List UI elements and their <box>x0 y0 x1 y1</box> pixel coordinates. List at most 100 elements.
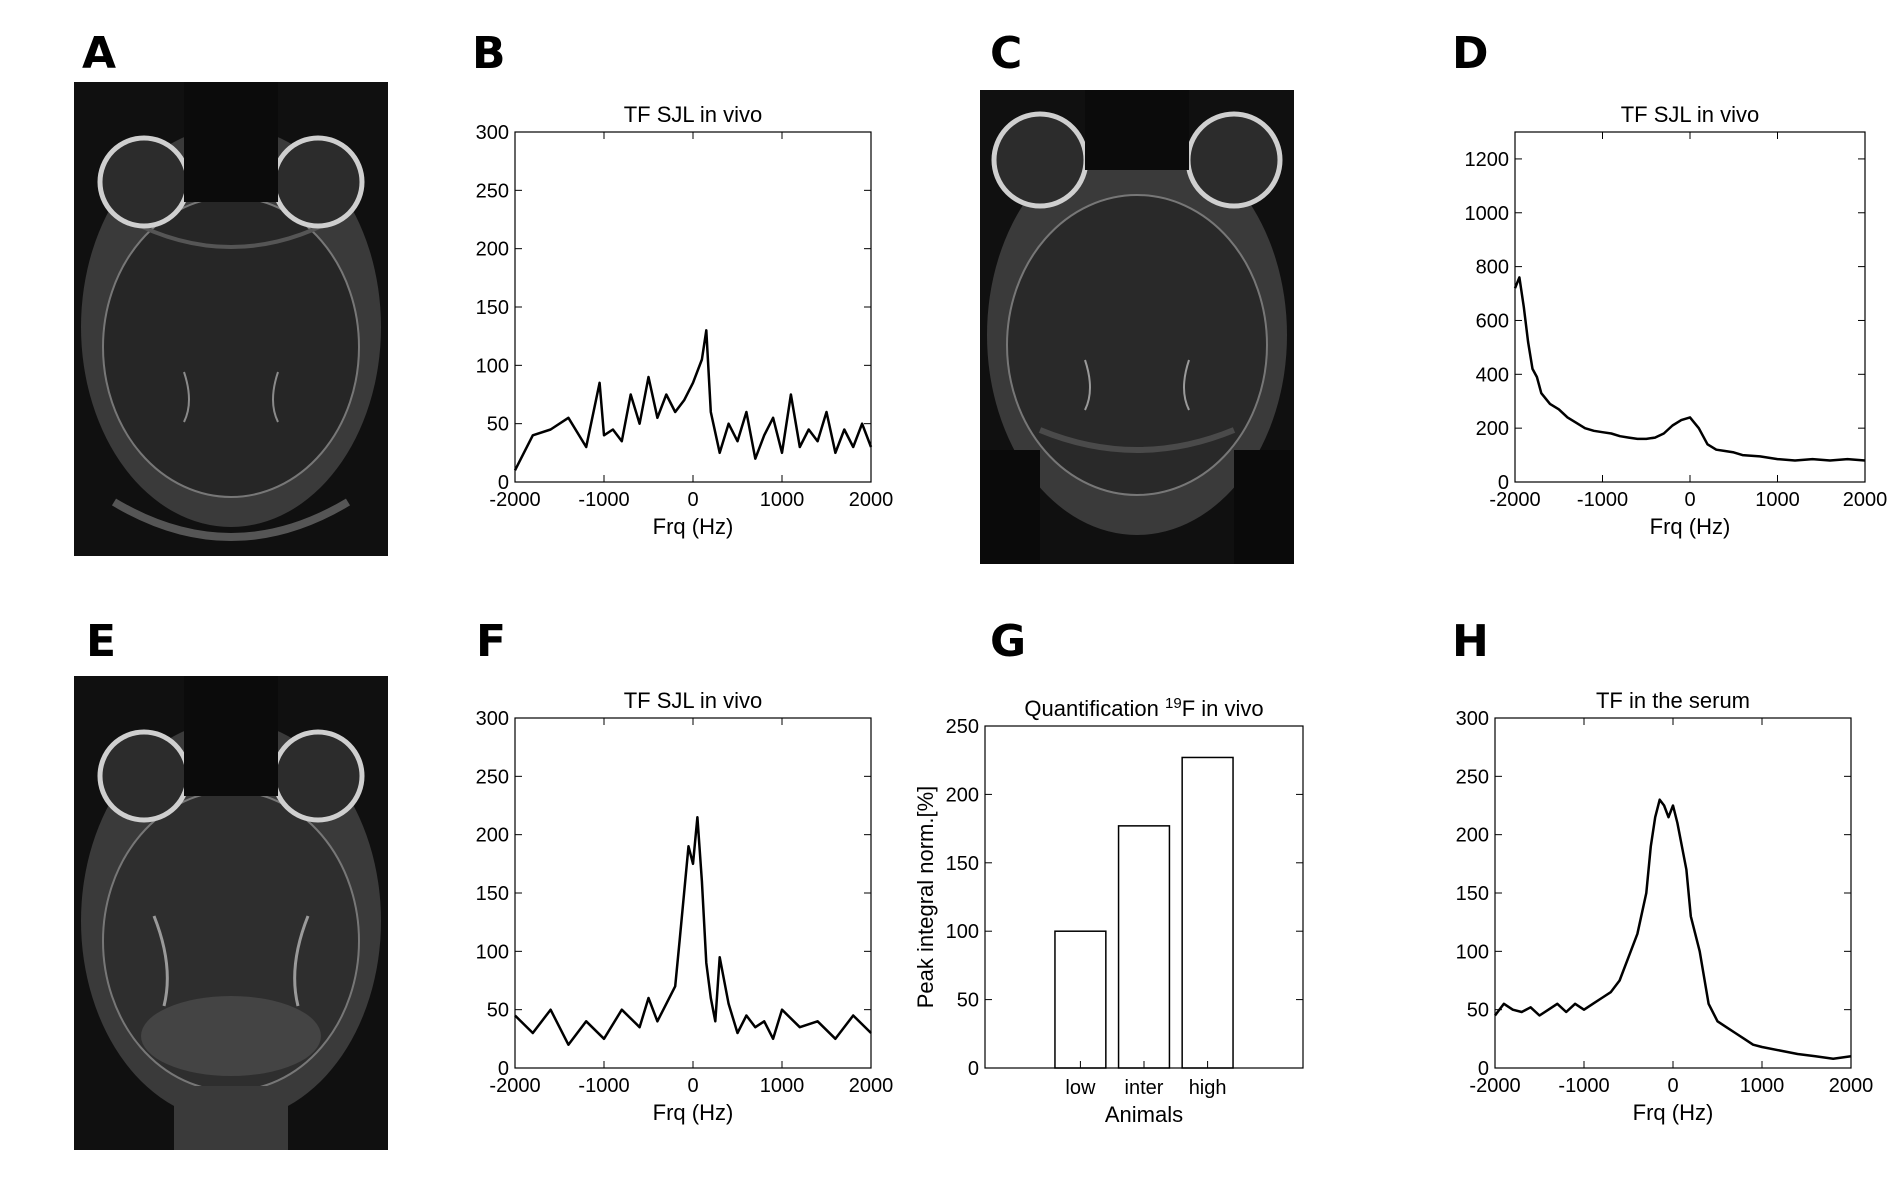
x-tick-label: -2000 <box>489 1075 540 1097</box>
chart-title: TF in the serum <box>1596 688 1750 713</box>
chart-title: Quantification 19F in vivo <box>1024 695 1263 722</box>
y-tick-label: 50 <box>957 990 979 1012</box>
x-tick-label: 2000 <box>849 489 894 511</box>
chart-title: TF SJL in vivo <box>1621 102 1760 127</box>
y-tick-label: 150 <box>1456 883 1489 905</box>
y-tick-label: 100 <box>946 921 979 943</box>
y-tick-label: 300 <box>1456 708 1489 730</box>
x-tick-label: 0 <box>1684 489 1695 511</box>
x-tick-label: 2000 <box>1829 1075 1874 1097</box>
series-line <box>1513 276 1866 462</box>
y-tick-label: 50 <box>1467 1000 1489 1022</box>
axes-frame <box>514 717 872 1069</box>
chart-b-group: TF SJL in vivo 0 50 100 150 200 250 300 -2000 -10… <box>476 102 894 539</box>
x-tick-label: 1000 <box>760 1075 805 1097</box>
x-axis-label: Frq (Hz) <box>1650 514 1731 539</box>
x-tick-label: -1000 <box>1558 1075 1609 1097</box>
y-tick-label: 50 <box>487 1000 509 1022</box>
y-tick-label: 100 <box>476 941 509 963</box>
y-tick-label: 400 <box>1476 364 1509 386</box>
x-tick-label: 1000 <box>1740 1075 1785 1097</box>
y-tick-label: 100 <box>476 355 509 377</box>
y-tick-label: 200 <box>476 239 509 261</box>
y-tick-label: 100 <box>1456 941 1489 963</box>
y-tick-label: 0 <box>498 1058 509 1080</box>
x-axis-label: Frq (Hz) <box>653 514 734 539</box>
x-tick-label: inter <box>1125 1077 1164 1099</box>
x-tick-label: 0 <box>1667 1075 1678 1097</box>
x-tick-label: -1000 <box>1577 489 1628 511</box>
y-tick-label: 200 <box>1476 418 1509 440</box>
x-axis-label: Frq (Hz) <box>653 1100 734 1125</box>
x-tick-label: -2000 <box>489 489 540 511</box>
series-line <box>1494 798 1852 1060</box>
y-tick-label: 250 <box>946 716 979 738</box>
panel-label-a: A <box>82 28 117 79</box>
y-tick-label: 300 <box>476 122 509 144</box>
chart-g: Quantification 19F in vivo 0 50 100 150 200 25… <box>900 686 1340 1136</box>
x-tick-label: 0 <box>687 489 698 511</box>
x-tick-label: 1000 <box>760 489 805 511</box>
y-tick-label: 800 <box>1476 257 1509 279</box>
y-tick-label: 600 <box>1476 310 1509 332</box>
chart-b: TF SJL in vivo 0 50 100 150 200 250 300 -2000 -10… <box>460 100 900 550</box>
series-line <box>514 815 872 1046</box>
bar-inter <box>1117 825 1171 1069</box>
x-tick-label: 0 <box>687 1075 698 1097</box>
y-tick-label: 250 <box>476 180 509 202</box>
y-tick-label: 200 <box>1456 825 1489 847</box>
y-axis-label: Peak integral norm.[%] <box>913 786 938 1009</box>
chart-h: TF in the serum 0 50 100 150 200 250 300 -2000 -1… <box>1420 686 1890 1136</box>
panel-label-g: G <box>990 616 1027 667</box>
y-tick-label: 0 <box>498 472 509 494</box>
x-axis-label: Frq (Hz) <box>1633 1100 1714 1125</box>
y-tick-label: 0 <box>1498 472 1509 494</box>
x-tick-label: -1000 <box>578 1075 629 1097</box>
y-tick-label: 200 <box>946 784 979 806</box>
y-tick-label: 250 <box>476 766 509 788</box>
x-axis-label: Animals <box>1105 1102 1183 1127</box>
y-tick-label: 1000 <box>1465 203 1510 225</box>
y-tick-label: 1200 <box>1465 149 1510 171</box>
mri-image-e <box>74 676 388 1150</box>
chart-d: TF SJL in vivo 0 200 400 600 800 1000 1200 -2000… <box>1420 100 1890 550</box>
y-tick-label: 250 <box>1456 766 1489 788</box>
y-tick-label: 300 <box>476 708 509 730</box>
bar-high <box>1181 756 1234 1069</box>
panel-label-c: C <box>990 28 1023 79</box>
panel-label-b: B <box>472 28 506 79</box>
y-tick-label: 50 <box>487 414 509 436</box>
panel-label-h: H <box>1452 616 1489 667</box>
chart-f: TF SJL in vivo 0 50 100 150 200 250 300 -2000 -10… <box>460 686 900 1136</box>
chart-title: TF SJL in vivo <box>624 102 763 127</box>
x-tick-label: -2000 <box>1469 1075 1520 1097</box>
panel-label-f: F <box>476 616 507 667</box>
x-tick-label: 1000 <box>1755 489 1800 511</box>
x-tick-label: 2000 <box>1843 489 1888 511</box>
chart-title: TF SJL in vivo <box>624 688 763 713</box>
x-tick-label: high <box>1189 1077 1227 1099</box>
x-tick-label: low <box>1065 1077 1096 1099</box>
chart-g-group: Quantification 19F in vivo 0 50 100 150 200 25… <box>913 695 1304 1127</box>
mri-image-c <box>980 90 1294 564</box>
axes-frame <box>1494 717 1852 1069</box>
axes-frame <box>984 725 1304 1069</box>
panel-label-d: D <box>1452 28 1489 79</box>
series-line <box>513 329 873 471</box>
bar-low <box>1054 930 1107 1069</box>
y-tick-label: 0 <box>968 1058 979 1080</box>
x-tick-label: -2000 <box>1489 489 1540 511</box>
x-tick-label: 2000 <box>849 1075 894 1097</box>
chart-f-group: TF SJL in vivo 0 50 100 150 200 250 300 -2000 -10… <box>476 688 894 1125</box>
y-tick-label: 150 <box>476 883 509 905</box>
y-tick-label: 0 <box>1478 1058 1489 1080</box>
x-tick-label: -1000 <box>578 489 629 511</box>
mri-image-a <box>74 82 388 556</box>
axes-frame <box>1514 131 1866 483</box>
chart-d-group: TF SJL in vivo 0 200 400 600 800 1000 1200 -2000… <box>1465 102 1888 539</box>
y-tick-label: 150 <box>946 853 979 875</box>
panel-label-e: E <box>86 616 117 667</box>
axes-frame <box>514 131 872 483</box>
y-tick-label: 150 <box>476 297 509 319</box>
chart-h-group: TF in the serum 0 50 100 150 200 250 300 -2000 -1… <box>1456 688 1874 1125</box>
